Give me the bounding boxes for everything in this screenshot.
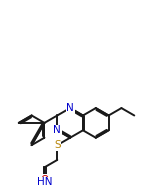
Text: HN: HN: [37, 177, 52, 187]
Text: N: N: [66, 103, 74, 113]
Text: S: S: [54, 140, 61, 150]
Text: O: O: [40, 175, 49, 185]
Text: N: N: [53, 125, 61, 135]
